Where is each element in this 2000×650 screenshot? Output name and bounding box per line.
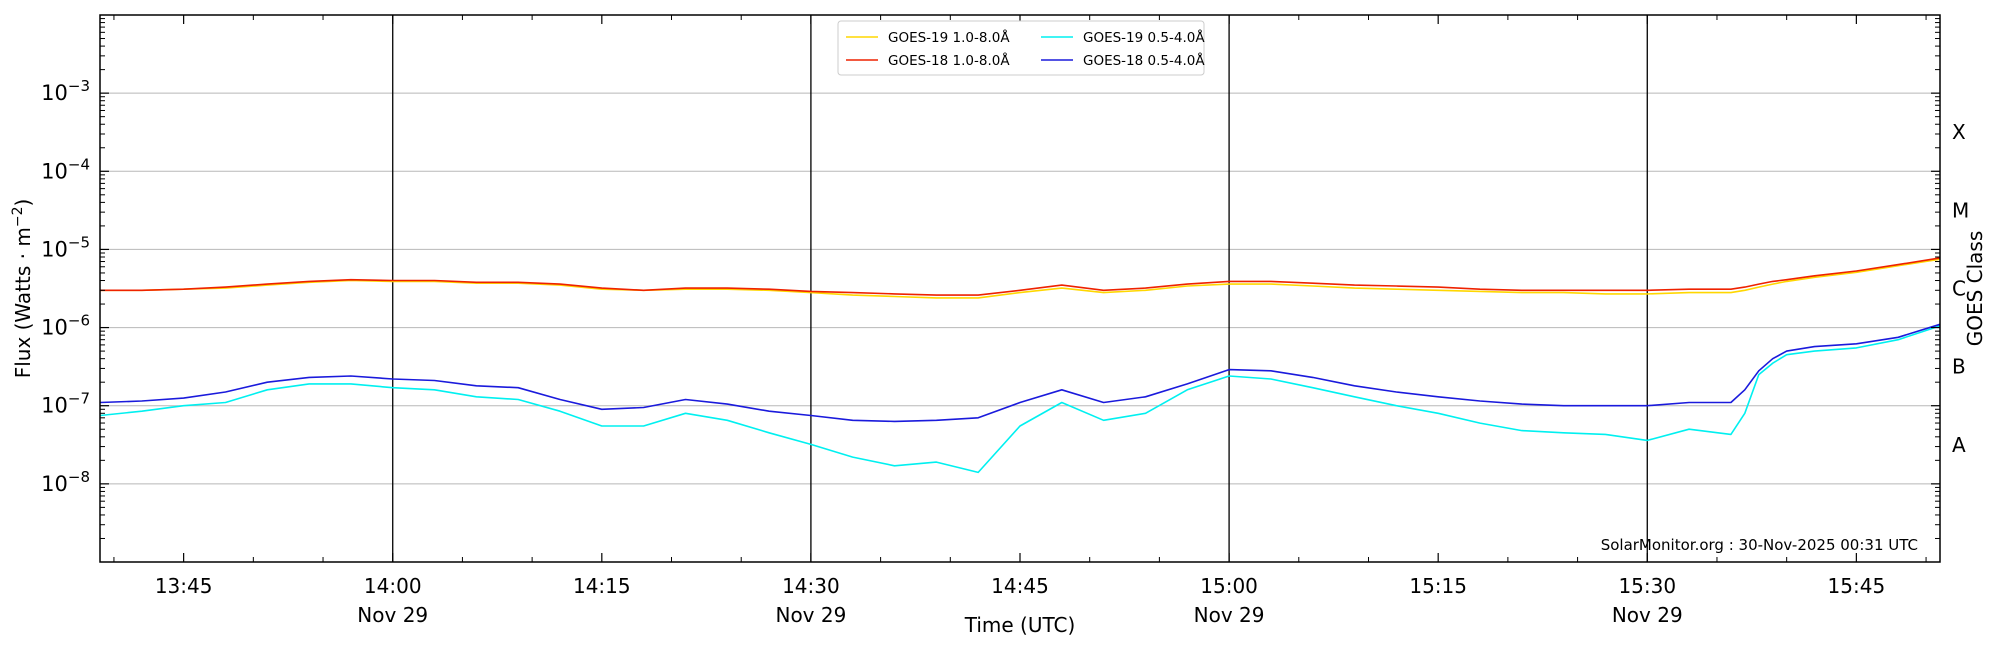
x-axis-label: Time (UTC) (964, 613, 1076, 637)
y-tick-label: 10−3 (41, 77, 90, 105)
credit-text: SolarMonitor.org : 30-Nov-2025 00:31 UTC (1601, 536, 1918, 554)
x-tick-label: 14:30 (782, 574, 840, 598)
x-tick-label: 13:45 (155, 574, 213, 598)
x-tick-label: 14:45 (991, 574, 1049, 598)
y-tick-label: 10−6 (41, 312, 90, 340)
x-tick-label: 15:15 (1409, 574, 1467, 598)
goes-class-label: X (1952, 120, 1966, 144)
legend-label: GOES-19 1.0-8.0Å (888, 29, 1010, 46)
series-line (100, 258, 1941, 299)
legend: GOES-19 1.0-8.0Å GOES-18 1.0-8.0Å GOES-19 … (837, 20, 1205, 76)
x-tick-label: 14:15 (573, 574, 631, 598)
x-axis-ticks: 13:45 14:00 Nov 29 14:15 14:30 Nov 29 14:45 15:… (113, 15, 1927, 627)
x-tick-label: 14:00 (364, 574, 422, 598)
series-line (99, 323, 1941, 423)
day-marker-lines (392, 15, 1648, 562)
goes-class-axis-label: GOES Class (1963, 231, 1987, 347)
y-tick-label: 10−8 (41, 468, 90, 496)
y-tick-label: 10−5 (41, 233, 90, 261)
x-tick-date-label: Nov 29 (1612, 603, 1683, 627)
goes-class-labels: A B C M X (1952, 120, 1969, 457)
x-tick-date-label: Nov 29 (357, 603, 428, 627)
series-line (99, 325, 1941, 474)
horizontal-gridlines (100, 92, 1940, 485)
x-tick-label: 15:00 (1200, 574, 1258, 598)
y-axis-ticks: 10−8 10−7 10−6 10−5 10−4 10−3 (41, 18, 1940, 539)
legend-box (837, 20, 1205, 76)
x-tick-date-label: Nov 29 (1194, 603, 1265, 627)
plot-frame (99, 14, 1941, 563)
legend-label: GOES-18 0.5-4.0Å (1083, 52, 1205, 69)
legend-label: GOES-19 0.5-4.0Å (1083, 29, 1205, 46)
legend-label: GOES-18 1.0-8.0Å (888, 52, 1010, 69)
goes-class-label: M (1952, 198, 1969, 222)
goes-class-label: A (1952, 433, 1966, 457)
y-tick-label: 10−4 (41, 155, 90, 183)
y-axis-label: Flux (Watts · m−2) (10, 199, 35, 379)
goes-class-label: B (1952, 355, 1966, 379)
series-line (100, 257, 1941, 296)
y-tick-label: 10−7 (41, 390, 90, 418)
goes-class-label: C (1952, 277, 1966, 301)
x-tick-date-label: Nov 29 (775, 603, 846, 627)
x-tick-label: 15:45 (1828, 574, 1886, 598)
flux-series (99, 257, 1941, 474)
x-tick-label: 15:30 (1618, 574, 1676, 598)
